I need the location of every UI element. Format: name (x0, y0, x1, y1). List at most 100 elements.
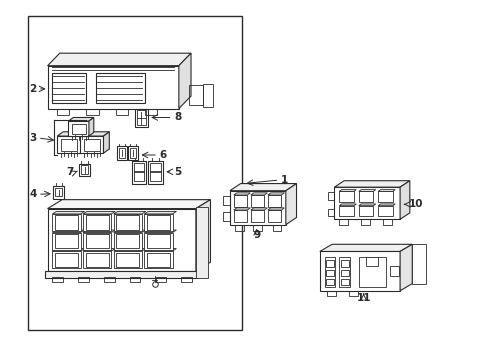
Polygon shape (83, 214, 111, 231)
Polygon shape (250, 208, 267, 210)
Bar (45, 271, 198, 278)
Polygon shape (334, 187, 399, 219)
Polygon shape (57, 136, 81, 153)
Polygon shape (233, 208, 250, 210)
Bar (116, 252, 139, 267)
Bar (361, 219, 369, 225)
Polygon shape (114, 214, 142, 231)
Bar (324, 257, 335, 287)
Bar (133, 171, 144, 181)
Bar (325, 260, 333, 267)
Bar (340, 260, 348, 267)
Bar (377, 192, 392, 202)
Text: 3: 3 (29, 133, 36, 143)
Bar (137, 111, 145, 125)
Bar (72, 123, 85, 134)
Bar (81, 165, 88, 174)
Polygon shape (114, 211, 145, 214)
Bar (196, 207, 207, 278)
Polygon shape (358, 204, 375, 206)
Polygon shape (411, 244, 425, 284)
Text: 7: 7 (66, 167, 73, 177)
Polygon shape (83, 230, 115, 233)
Polygon shape (339, 204, 356, 206)
Bar (52, 73, 86, 103)
Polygon shape (144, 214, 172, 231)
Bar (326, 291, 335, 296)
Polygon shape (144, 249, 176, 251)
Bar (116, 234, 139, 248)
Text: 11: 11 (356, 293, 370, 303)
Polygon shape (229, 184, 296, 191)
Bar (358, 206, 372, 216)
Polygon shape (52, 214, 81, 231)
Bar (340, 270, 348, 276)
Bar (104, 277, 115, 282)
Polygon shape (377, 190, 394, 192)
Polygon shape (179, 53, 191, 109)
Text: 10: 10 (408, 199, 423, 209)
Bar (366, 257, 377, 266)
Text: 6: 6 (159, 150, 166, 160)
Polygon shape (144, 251, 172, 268)
Bar (382, 219, 391, 225)
Text: 2: 2 (29, 84, 36, 94)
Bar (57, 109, 69, 115)
Polygon shape (52, 251, 81, 268)
Bar (79, 164, 90, 176)
Bar (377, 206, 392, 216)
Polygon shape (80, 132, 109, 136)
Polygon shape (81, 132, 86, 153)
Polygon shape (399, 181, 409, 219)
Bar (85, 234, 109, 248)
Bar (327, 208, 334, 216)
Bar (358, 257, 385, 287)
Bar (86, 109, 99, 115)
Bar (61, 139, 77, 151)
Polygon shape (339, 190, 356, 192)
Bar (233, 195, 247, 207)
Polygon shape (114, 251, 142, 268)
Polygon shape (57, 132, 86, 136)
Bar (339, 192, 353, 202)
Bar (130, 148, 136, 158)
Polygon shape (250, 193, 267, 195)
Bar (223, 212, 229, 221)
Polygon shape (47, 53, 191, 66)
Polygon shape (358, 190, 375, 192)
Bar (389, 266, 398, 276)
Bar (233, 210, 247, 222)
Polygon shape (83, 211, 115, 214)
Bar (135, 109, 147, 127)
Bar (340, 279, 348, 285)
Bar (339, 257, 349, 287)
Bar (325, 270, 333, 276)
Bar (55, 234, 78, 248)
Bar (358, 192, 372, 202)
Bar (128, 147, 138, 160)
Bar (119, 148, 124, 158)
Polygon shape (83, 233, 111, 249)
Polygon shape (52, 211, 84, 214)
Bar (146, 234, 170, 248)
Bar (348, 291, 357, 296)
Bar (146, 252, 170, 267)
Bar (155, 277, 166, 282)
Polygon shape (68, 121, 89, 136)
Bar (267, 195, 281, 207)
Bar (272, 225, 281, 231)
Polygon shape (52, 233, 81, 249)
Bar (85, 252, 109, 267)
Bar (181, 277, 192, 282)
Bar (250, 210, 264, 222)
Bar (28, 16, 242, 330)
Polygon shape (285, 184, 296, 225)
Polygon shape (83, 249, 115, 251)
Polygon shape (68, 117, 94, 121)
Bar (53, 186, 64, 199)
Bar (133, 163, 144, 172)
Bar (203, 84, 212, 107)
Bar (267, 210, 281, 222)
Polygon shape (47, 200, 210, 208)
Bar (116, 215, 139, 230)
